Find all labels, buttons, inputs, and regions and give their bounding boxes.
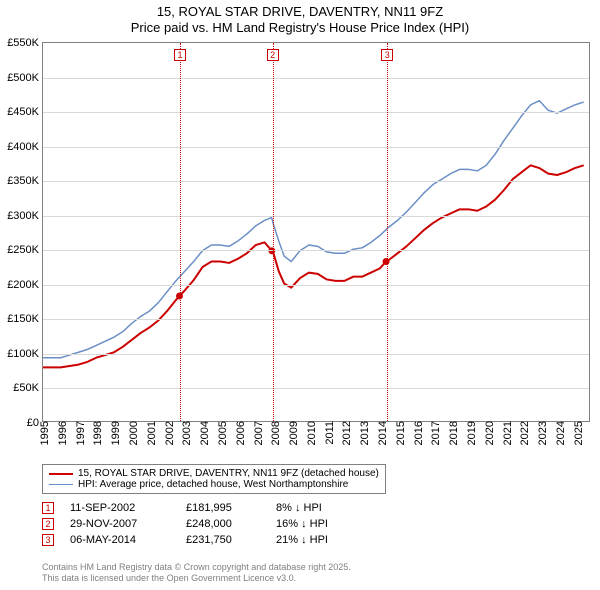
sale-callout-date: 06-MAY-2014 bbox=[70, 534, 170, 546]
y-tick-label: £400K bbox=[7, 141, 39, 153]
y-tick-label: £0 bbox=[27, 417, 39, 429]
chart-title: 15, ROYAL STAR DRIVE, DAVENTRY, NN11 9FZ… bbox=[0, 0, 600, 37]
sale-callout-delta: 16% ↓ HPI bbox=[276, 518, 328, 530]
gridline bbox=[43, 250, 589, 251]
sale-callout-price: £248,000 bbox=[186, 518, 260, 530]
legend-label: 15, ROYAL STAR DRIVE, DAVENTRY, NN11 9FZ… bbox=[78, 468, 379, 479]
y-tick-label: £350K bbox=[7, 175, 39, 187]
gridline bbox=[43, 354, 589, 355]
sale-marker-box: 2 bbox=[267, 49, 279, 61]
x-tick-label: 2004 bbox=[199, 421, 211, 445]
x-tick-label: 2007 bbox=[253, 421, 265, 445]
sale-point bbox=[383, 258, 390, 265]
sale-callout-row: 1 11-SEP-2002 £181,995 8% ↓ HPI bbox=[42, 502, 328, 514]
x-tick-label: 2009 bbox=[288, 421, 300, 445]
plot-area: £0£50K£100K£150K£200K£250K£300K£350K£400… bbox=[42, 42, 590, 422]
x-tick-label: 2024 bbox=[555, 421, 567, 445]
x-tick-label: 2019 bbox=[466, 421, 478, 445]
x-tick-label: 2008 bbox=[270, 421, 282, 445]
sale-callout-row: 3 06-MAY-2014 £231,750 21% ↓ HPI bbox=[42, 534, 328, 546]
gridline bbox=[43, 147, 589, 148]
sale-callout-delta: 8% ↓ HPI bbox=[276, 502, 322, 514]
y-tick-label: £500K bbox=[7, 72, 39, 84]
y-tick-label: £200K bbox=[7, 279, 39, 291]
x-tick-label: 2002 bbox=[164, 421, 176, 445]
sale-marker-box: 3 bbox=[381, 49, 393, 61]
series-property bbox=[43, 165, 584, 367]
x-tick-label: 1995 bbox=[39, 421, 51, 445]
x-tick-label: 1999 bbox=[110, 421, 122, 445]
sale-callout-number: 1 bbox=[42, 502, 54, 514]
footer-attribution: Contains HM Land Registry data © Crown c… bbox=[42, 562, 351, 584]
gridline bbox=[43, 216, 589, 217]
x-tick-label: 2015 bbox=[395, 421, 407, 445]
x-tick-label: 2012 bbox=[341, 421, 353, 445]
y-tick-label: £50K bbox=[13, 382, 39, 394]
x-tick-label: 1996 bbox=[57, 421, 69, 445]
gridline bbox=[43, 319, 589, 320]
sale-callout-date: 29-NOV-2007 bbox=[70, 518, 170, 530]
chart-lines-svg bbox=[43, 43, 589, 421]
x-tick-label: 2023 bbox=[537, 421, 549, 445]
title-line-1: 15, ROYAL STAR DRIVE, DAVENTRY, NN11 9FZ bbox=[0, 4, 600, 20]
title-line-2: Price paid vs. HM Land Registry's House … bbox=[0, 20, 600, 36]
legend-swatch bbox=[49, 484, 73, 485]
x-tick-label: 2001 bbox=[146, 421, 158, 445]
legend-swatch bbox=[49, 473, 73, 475]
x-tick-label: 2017 bbox=[430, 421, 442, 445]
footer-line-2: This data is licensed under the Open Gov… bbox=[42, 573, 351, 584]
legend-item: 15, ROYAL STAR DRIVE, DAVENTRY, NN11 9FZ… bbox=[49, 468, 379, 479]
sale-vline bbox=[180, 43, 181, 421]
legend-label: HPI: Average price, detached house, West… bbox=[78, 479, 348, 490]
x-tick-label: 2021 bbox=[502, 421, 514, 445]
x-tick-label: 1998 bbox=[92, 421, 104, 445]
x-tick-label: 2020 bbox=[484, 421, 496, 445]
x-tick-label: 1997 bbox=[75, 421, 87, 445]
x-tick-label: 2016 bbox=[413, 421, 425, 445]
x-tick-label: 2000 bbox=[128, 421, 140, 445]
legend-item: HPI: Average price, detached house, West… bbox=[49, 479, 379, 490]
x-tick-label: 2022 bbox=[519, 421, 531, 445]
gridline bbox=[43, 388, 589, 389]
gridline bbox=[43, 112, 589, 113]
sale-callout-price: £181,995 bbox=[186, 502, 260, 514]
sale-callout-number: 3 bbox=[42, 534, 54, 546]
chart-container: 15, ROYAL STAR DRIVE, DAVENTRY, NN11 9FZ… bbox=[0, 0, 600, 590]
x-tick-label: 2003 bbox=[181, 421, 193, 445]
gridline bbox=[43, 285, 589, 286]
y-tick-label: £550K bbox=[7, 37, 39, 49]
sale-callout-row: 2 29-NOV-2007 £248,000 16% ↓ HPI bbox=[42, 518, 328, 530]
x-tick-label: 2005 bbox=[217, 421, 229, 445]
sale-callout-table: 1 11-SEP-2002 £181,995 8% ↓ HPI 2 29-NOV-2007… bbox=[42, 502, 328, 550]
y-tick-label: £150K bbox=[7, 313, 39, 325]
sale-callout-price: £231,750 bbox=[186, 534, 260, 546]
x-tick-label: 2010 bbox=[306, 421, 318, 445]
x-tick-label: 2025 bbox=[573, 421, 585, 445]
sale-vline bbox=[387, 43, 388, 421]
sale-marker-box: 1 bbox=[174, 49, 186, 61]
gridline bbox=[43, 181, 589, 182]
x-tick-label: 2006 bbox=[235, 421, 247, 445]
legend: 15, ROYAL STAR DRIVE, DAVENTRY, NN11 9FZ… bbox=[42, 464, 386, 494]
x-tick-label: 2013 bbox=[359, 421, 371, 445]
sale-callout-delta: 21% ↓ HPI bbox=[276, 534, 328, 546]
footer-line-1: Contains HM Land Registry data © Crown c… bbox=[42, 562, 351, 573]
gridline bbox=[43, 78, 589, 79]
x-tick-label: 2018 bbox=[448, 421, 460, 445]
y-tick-label: £250K bbox=[7, 244, 39, 256]
y-tick-label: £300K bbox=[7, 210, 39, 222]
sale-callout-number: 2 bbox=[42, 518, 54, 530]
x-tick-label: 2014 bbox=[377, 421, 389, 445]
sale-callout-date: 11-SEP-2002 bbox=[70, 502, 170, 514]
y-tick-label: £450K bbox=[7, 106, 39, 118]
x-tick-label: 2011 bbox=[324, 421, 336, 445]
y-tick-label: £100K bbox=[7, 348, 39, 360]
sale-vline bbox=[273, 43, 274, 421]
